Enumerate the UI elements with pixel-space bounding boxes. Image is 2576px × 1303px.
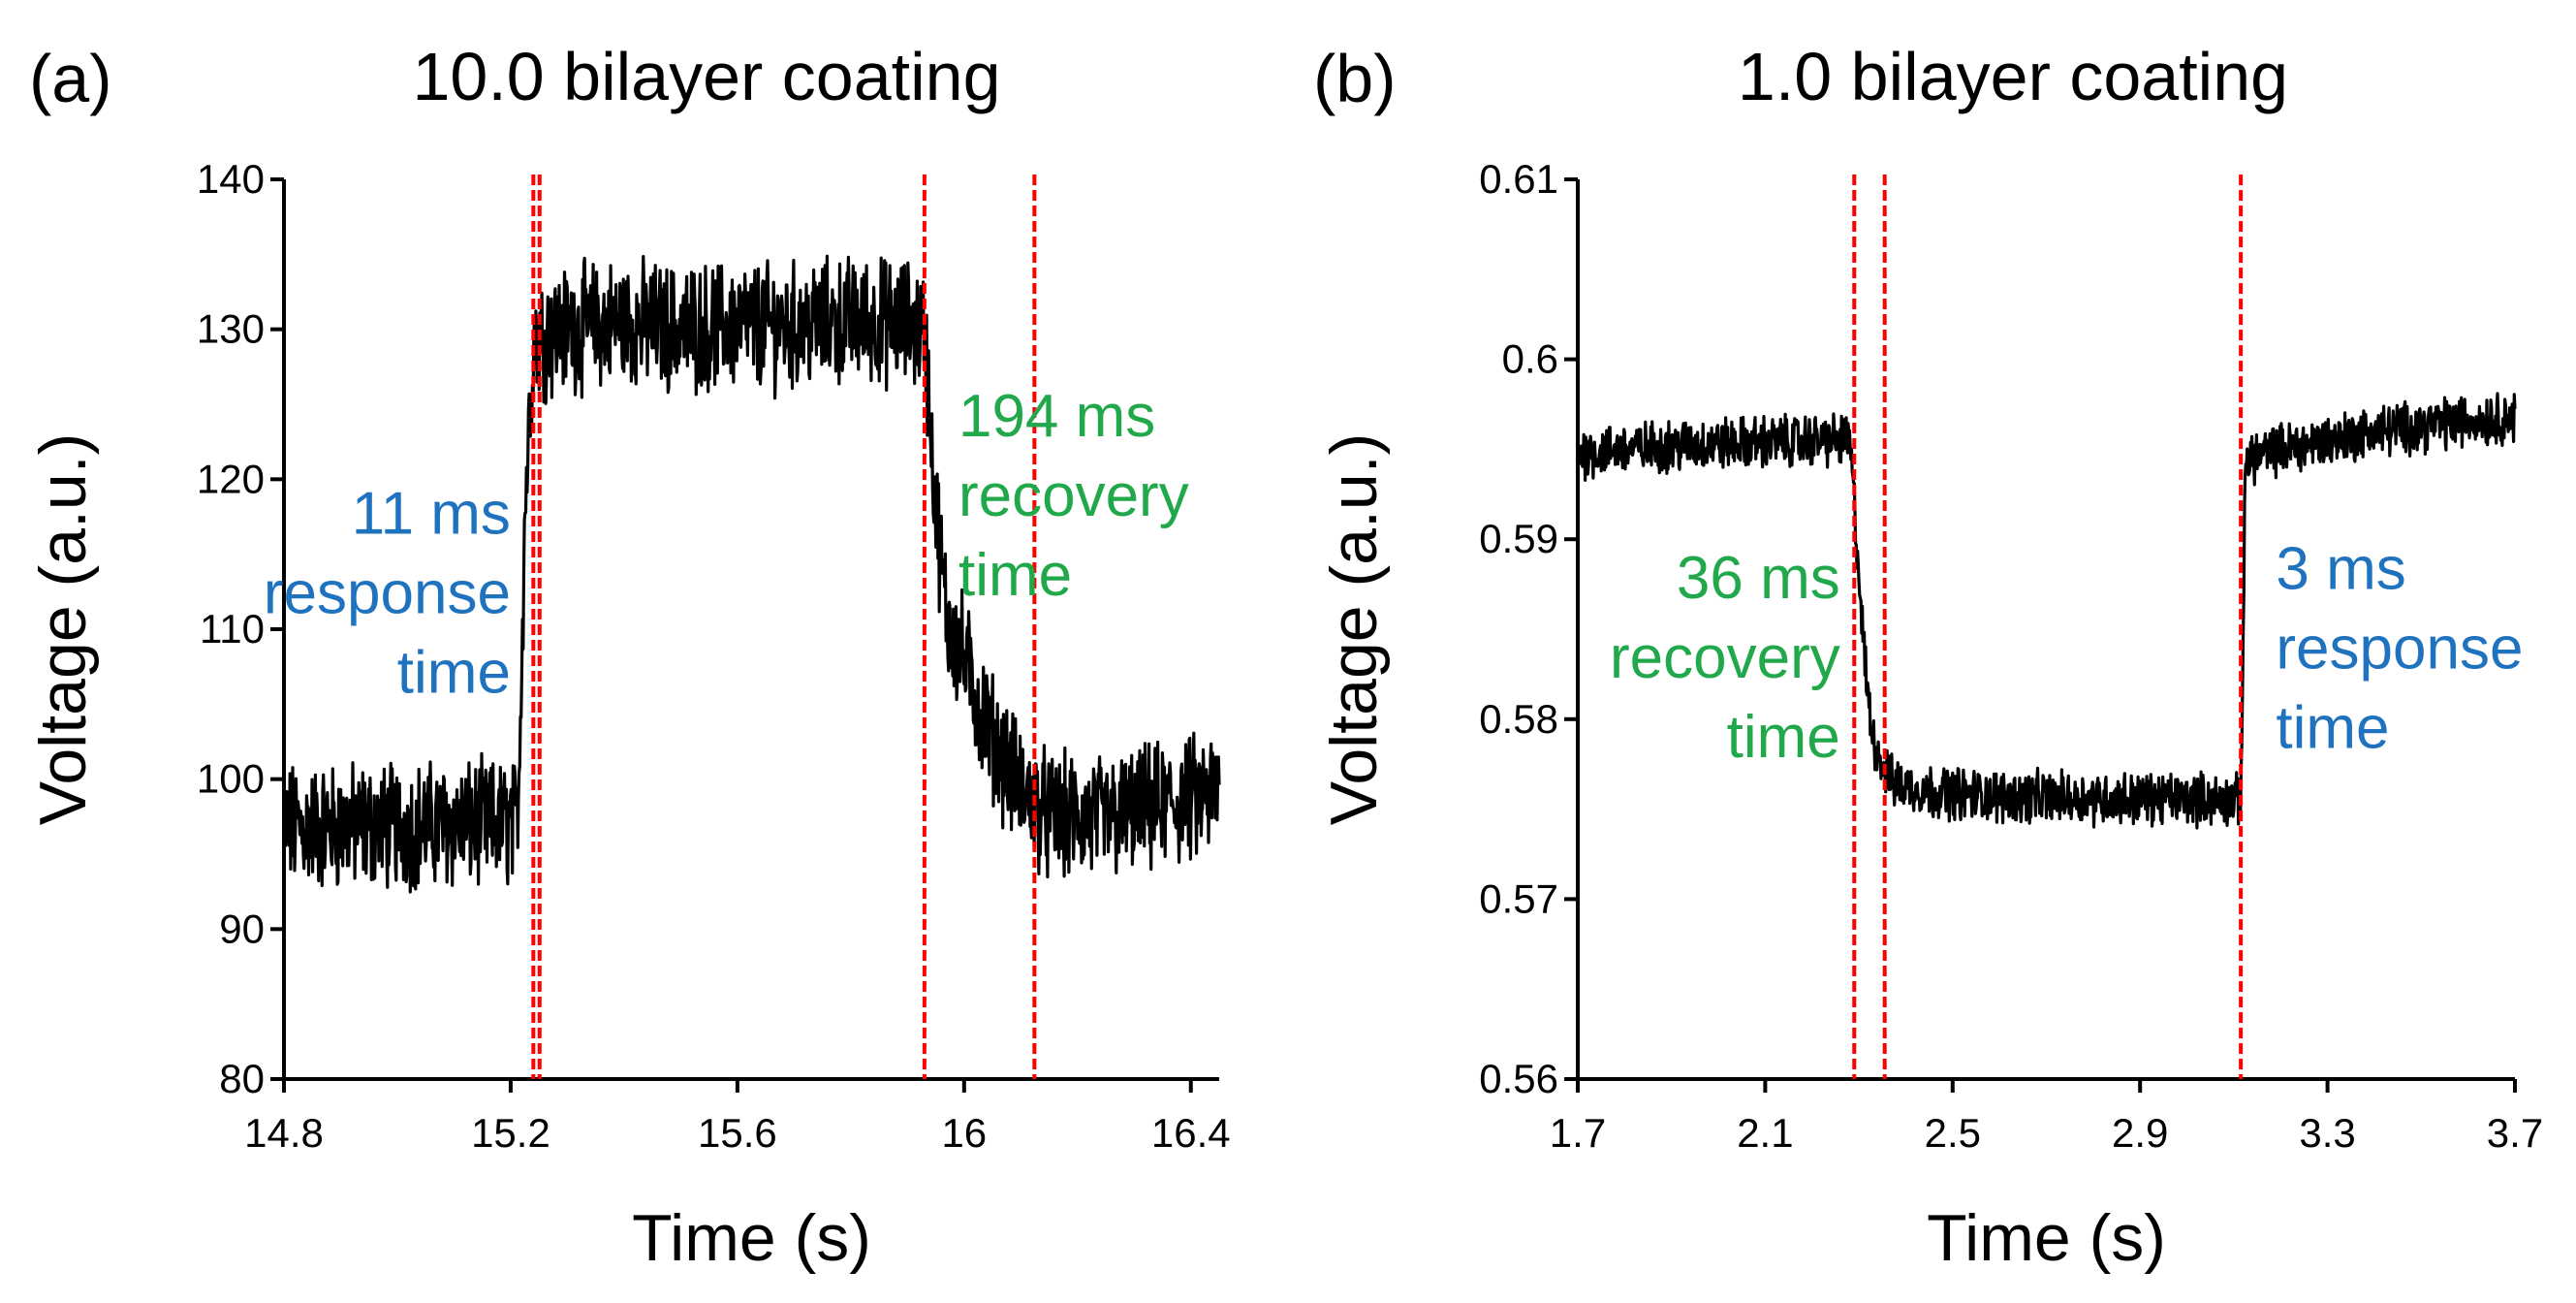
- x-tick-label: 1.7: [1550, 1110, 1606, 1156]
- x-tick-label: 14.8: [244, 1110, 324, 1156]
- x-tick-label: 16.4: [1151, 1110, 1231, 1156]
- y-tick-label: 80: [219, 1056, 265, 1101]
- panel-a: (a) 10.0 bilayer coating 80 90 100 110 120 130 1…: [26, 39, 1231, 1275]
- annotation-text: time: [1727, 704, 1840, 771]
- annotation-text: time: [397, 639, 511, 706]
- y-tick-label: 90: [219, 906, 265, 951]
- annotation-text: response: [2276, 616, 2523, 683]
- annotation-text: recovery: [958, 462, 1189, 529]
- panel-label: (a): [29, 41, 112, 116]
- y-tick-label: 110: [200, 606, 265, 652]
- x-tick-label: 2.5: [1925, 1110, 1981, 1156]
- annotation-text: response: [264, 559, 511, 626]
- y-tick-label: 120: [197, 456, 265, 501]
- y-tick-label: 0.6: [1502, 336, 1558, 382]
- y-tick-label: 100: [197, 756, 265, 802]
- x-tick-label: 15.2: [471, 1110, 550, 1156]
- annotation-text: time: [958, 542, 1072, 609]
- chart-title: 1.0 bilayer coating: [1738, 39, 2288, 114]
- annotation-text: recovery: [1610, 624, 1840, 691]
- voltage-series-line: [282, 254, 1221, 894]
- y-tick-label: 0.61: [1479, 156, 1558, 202]
- y-tick-label: 0.56: [1479, 1056, 1558, 1101]
- annotation-text: 3 ms: [2276, 536, 2405, 603]
- x-tick-label: 2.1: [1737, 1110, 1793, 1156]
- y-axis-label: Voltage (a.u.): [1317, 433, 1391, 825]
- x-tick-label: 2.9: [2112, 1110, 2168, 1156]
- x-tick-label: 3.3: [2299, 1110, 2355, 1156]
- annotation-text: 194 ms: [958, 383, 1155, 450]
- y-tick-label: 130: [197, 306, 265, 352]
- x-axis-label: Time (s): [632, 1201, 871, 1275]
- panel-b: (b) 1.0 bilayer coating 0.56 0.57 0.58 0.59 0.…: [1313, 39, 2543, 1275]
- annotation-text: 36 ms: [1677, 545, 1840, 612]
- x-tick-label: 3.7: [2487, 1110, 2543, 1156]
- annotation-text: 11 ms: [352, 480, 511, 547]
- y-tick-label: 140: [197, 156, 265, 202]
- voltage-series-line: [1576, 392, 2517, 830]
- y-axis-label: Voltage (a.u.): [26, 433, 100, 825]
- y-tick-label: 0.57: [1479, 875, 1558, 921]
- x-tick-label: 15.6: [698, 1110, 777, 1156]
- x-axis-label: Time (s): [1927, 1201, 2166, 1275]
- annotation-text: time: [2276, 695, 2389, 762]
- panel-label: (b): [1313, 41, 1397, 116]
- chart-title: 10.0 bilayer coating: [412, 39, 1000, 114]
- y-tick-label: 0.58: [1479, 696, 1558, 742]
- y-tick-label: 0.59: [1479, 516, 1558, 561]
- x-tick-label: 16: [941, 1110, 987, 1156]
